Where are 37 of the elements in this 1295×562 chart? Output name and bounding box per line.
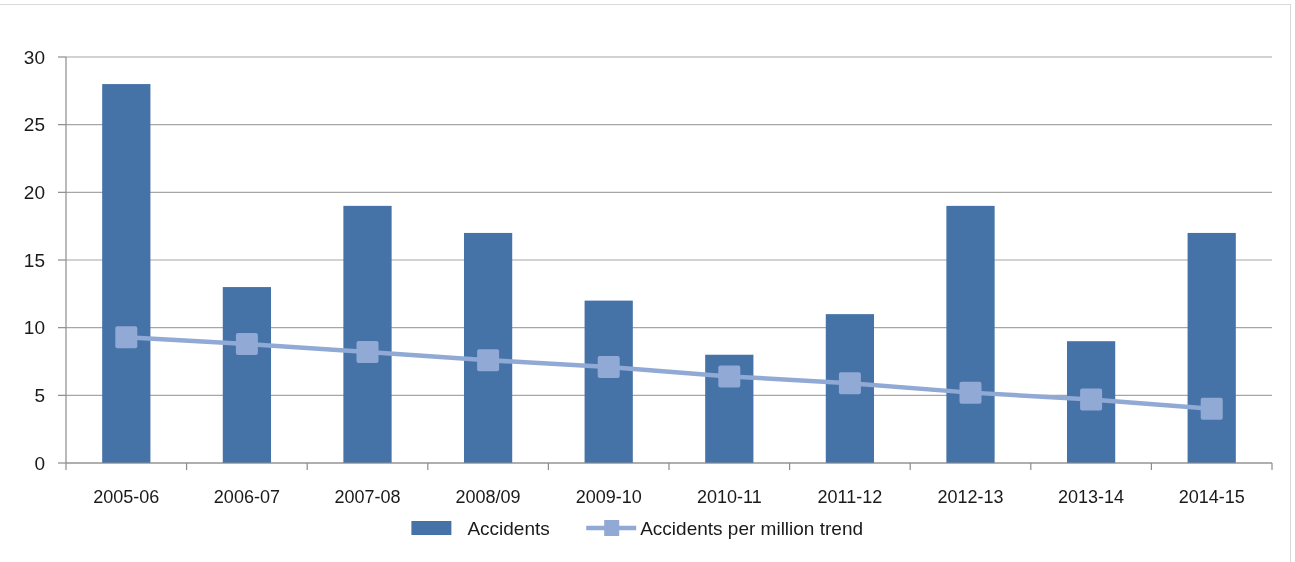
- x-tick-label: 2012-13: [937, 487, 1004, 508]
- y-tick-label: 25: [23, 114, 45, 136]
- y-tick-label: 20: [23, 181, 45, 203]
- x-tick-label: 2009-10: [575, 487, 642, 508]
- x-tick-label: 2008/09: [455, 487, 521, 508]
- bar: [343, 205, 392, 463]
- point: [959, 381, 982, 404]
- bar: [946, 205, 995, 463]
- x-tick-label: 2006-07: [213, 487, 280, 508]
- point: [718, 365, 741, 388]
- y-tick-label: 0: [34, 452, 45, 474]
- bar: [825, 314, 875, 463]
- x-tick-label: 2010-11: [696, 487, 762, 508]
- x-tick-label: 2007-08: [334, 487, 401, 508]
- x-tick-label: 2011-12: [817, 487, 883, 508]
- x-tick-label: 2005-06: [93, 487, 160, 508]
- point: [235, 332, 258, 355]
- point: [1080, 388, 1103, 411]
- point: [477, 349, 500, 372]
- point: [597, 355, 620, 378]
- bar: [102, 84, 151, 463]
- bar: [222, 287, 272, 463]
- point: [838, 372, 861, 395]
- bar: [584, 300, 633, 463]
- point: [356, 341, 379, 364]
- y-tick-label: 10: [23, 317, 45, 339]
- point: [115, 326, 138, 349]
- x-tick-label: 2013-14: [1058, 487, 1125, 508]
- y-tick-label: 30: [23, 46, 45, 68]
- bar: [463, 232, 513, 463]
- bar: [1187, 232, 1236, 463]
- x-tick-label: 2014-15: [1178, 487, 1245, 508]
- legend-label: Accidents per million trend: [640, 517, 864, 539]
- y-tick-label: 5: [34, 384, 45, 406]
- y-tick-label: 15: [23, 249, 45, 271]
- point: [1200, 397, 1223, 420]
- legend-label: Accidents: [467, 517, 550, 539]
